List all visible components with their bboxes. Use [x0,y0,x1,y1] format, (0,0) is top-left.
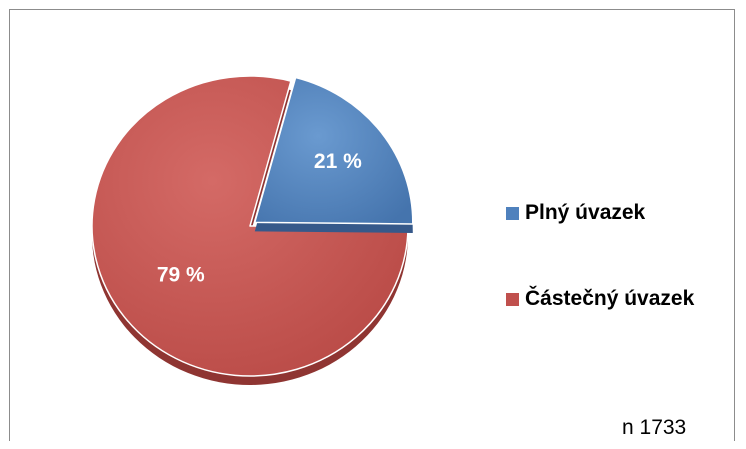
data-label-part-time: 79 % [157,263,205,286]
data-label-full-time: 21 % [314,150,362,173]
pie-slice-full-time [254,76,414,225]
legend-label-part-time: Částečný úvazek [525,287,695,310]
chart-frame [9,9,735,441]
sample-size-note: n 1733 [622,416,687,439]
legend-swatch-full-time [506,206,519,220]
legend-label-full-time: Plný úvazek [525,201,646,224]
legend-item-full-time: Plný úvazek [506,200,645,226]
legend-item-part-time: Částečný úvazek [506,286,694,312]
pie-slice-part-time [91,75,409,377]
legend-swatch-part-time [506,292,519,306]
